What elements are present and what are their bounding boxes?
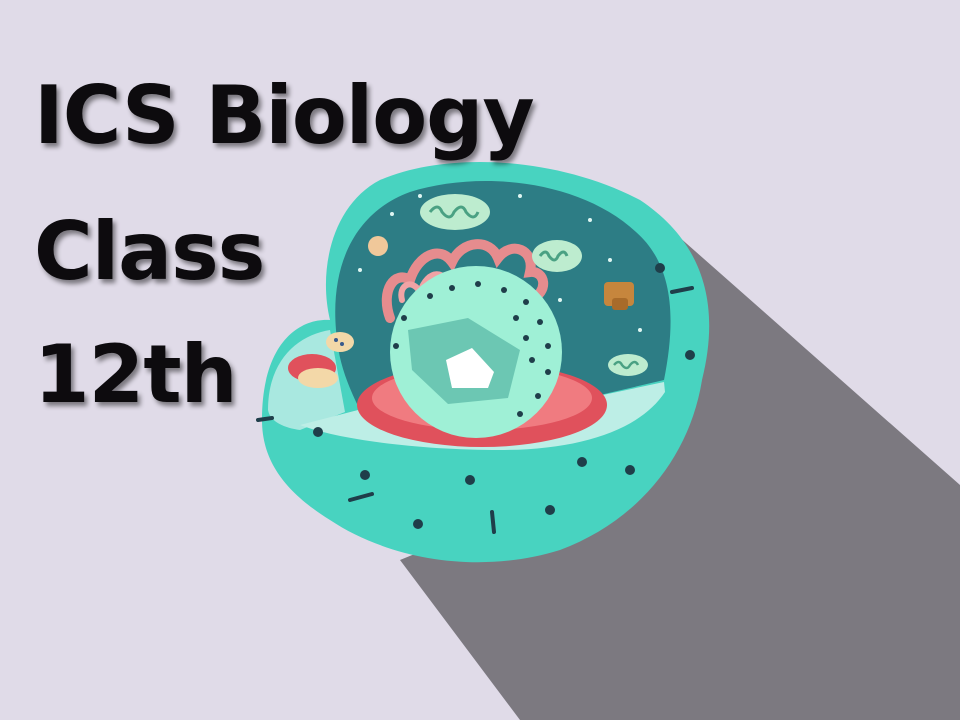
title-line-1: ICS Biology [34, 69, 535, 162]
centriole [604, 282, 634, 310]
nuclear-pores [393, 281, 551, 417]
vesicle [368, 236, 388, 256]
mitochondrion-1 [420, 194, 490, 230]
golgi-apparatus [381, 239, 549, 323]
mitochondrion-3 [608, 354, 648, 376]
golgi-small [288, 354, 338, 388]
nucleolus [446, 348, 494, 388]
title-line-3: 12th [34, 328, 238, 421]
membrane-channels [256, 286, 694, 534]
title-line-2: Class [34, 205, 265, 298]
lysosome [326, 332, 354, 352]
mitochondrion-2 [532, 240, 582, 272]
ribosomes [358, 194, 642, 332]
cell-long-shadow [400, 236, 960, 720]
membrane-pores [313, 263, 695, 529]
